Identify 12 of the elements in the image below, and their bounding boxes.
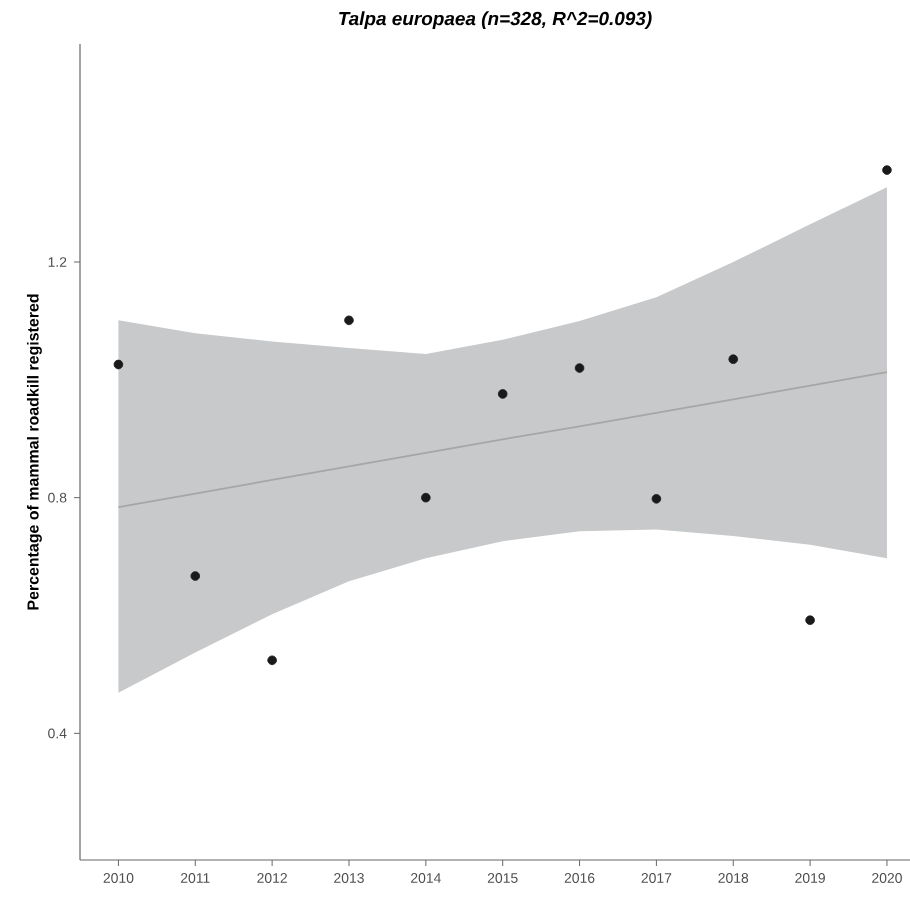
point (421, 492, 431, 503)
point (805, 615, 815, 625)
point (344, 315, 354, 326)
point (728, 354, 739, 364)
point (651, 494, 662, 504)
point (113, 359, 124, 370)
point (497, 389, 508, 399)
point (574, 363, 585, 373)
point (267, 655, 277, 666)
chart-title: Talpa europaea (n=328, R^2=0.093) (339, 11, 652, 29)
point (882, 165, 892, 175)
point (190, 571, 201, 581)
